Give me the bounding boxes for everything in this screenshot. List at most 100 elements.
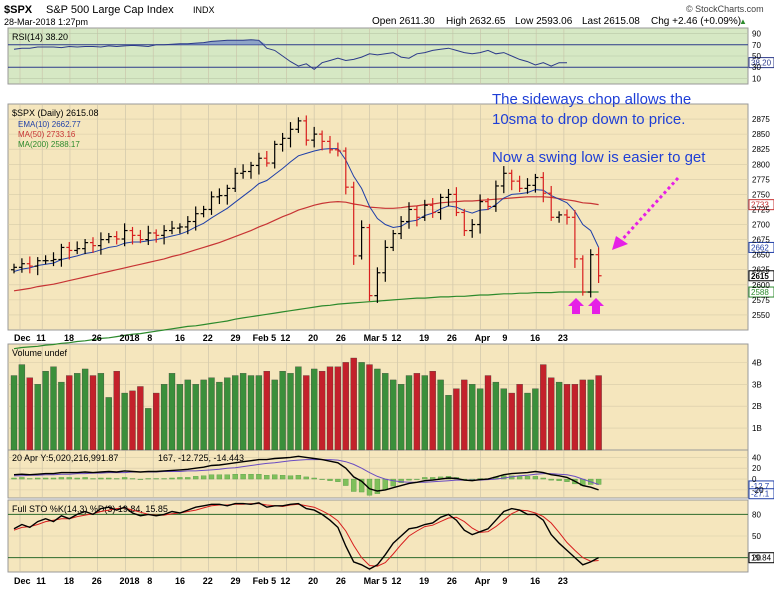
volume-bar [421, 375, 428, 451]
macd-tick-label: -20 [752, 486, 764, 495]
x-axis-label: 9 [502, 333, 507, 343]
volume-bar [105, 397, 112, 451]
macd-histogram-bar [327, 478, 333, 481]
price-title: $SPX (Daily) 2615.08 [12, 108, 99, 118]
x-axis-label: Apr [475, 576, 491, 586]
x-axis-label: 26 [336, 333, 346, 343]
volume-bar [555, 381, 563, 451]
macd-histogram-bar [216, 474, 223, 480]
macd-histogram-bar [311, 477, 317, 480]
volume-bar [160, 384, 168, 451]
x-axis-label: 29 [230, 576, 240, 586]
volume-bar [81, 368, 89, 451]
volume-bar [548, 377, 555, 451]
ma50-legend: MA(50) 2733.16 [18, 130, 76, 139]
price-tick-label: 2625 [752, 266, 770, 275]
volume-bar [437, 379, 444, 451]
volume-bar [263, 370, 270, 451]
volume-bar [595, 375, 602, 451]
price-tick-label: 2850 [752, 130, 770, 139]
macd-histogram-bar [153, 478, 159, 480]
volume-bar [255, 375, 263, 451]
price-side-box [748, 286, 774, 298]
brand-watermark: © StockCharts.com [686, 4, 764, 14]
x-axis-label: 20 [308, 576, 318, 586]
volume-tick-label: 3B [752, 380, 762, 389]
ma200-legend: MA(200) 2588.17 [18, 140, 80, 149]
price-tick-label: 2600 [752, 281, 770, 290]
macd-histogram-bar [200, 475, 207, 480]
x-axis-label: 8 [147, 333, 152, 343]
macd-histogram-bar [564, 478, 570, 482]
x-axis-label: 12 [391, 576, 401, 586]
volume-bar [358, 362, 365, 451]
volume-bar [97, 373, 105, 451]
macd-histogram-bar [177, 477, 183, 480]
volume-bar [540, 364, 547, 451]
volume-bar [461, 379, 468, 451]
stochastic-title: Full STO %K(14,3) %D(3) 19.84, 15.85 [12, 504, 168, 514]
ema10-line [13, 148, 600, 272]
macd-histogram-bar [516, 476, 523, 480]
x-axis-label: 2018 [119, 333, 139, 343]
macd-histogram-bar [351, 478, 357, 492]
volume-bar [516, 384, 523, 451]
volume-tick-label: 4B [752, 358, 762, 367]
x-axis-label: 16 [175, 333, 185, 343]
volume-bar [137, 386, 144, 451]
stochastic-tick-label: 50 [752, 532, 761, 541]
x-axis-label: Feb 5 [253, 576, 277, 586]
macd-histogram-bar [232, 474, 238, 480]
macd-histogram-bar [137, 478, 144, 480]
x-axis-label: 20 [308, 333, 318, 343]
last-value: Last 2615.08 [582, 16, 640, 27]
volume-bar [74, 373, 81, 451]
macd-histogram-bar [90, 478, 96, 480]
axis-labels: Dec Dec 11 11 18 18 26 26 2018 2018 8 8 16 16 22 22 29 29… [14, 30, 770, 586]
volume-bar [153, 392, 160, 451]
x-axis-label: 11 [36, 576, 46, 586]
stochastic-k-line [13, 502, 599, 570]
volume-bar [405, 375, 413, 451]
volume-bar [58, 381, 65, 451]
macd-histogram-bar [469, 478, 475, 480]
stochastic-side-label: 19.84 [751, 554, 772, 563]
volume-bar [279, 370, 286, 451]
open-value: Open 2611.30 [372, 16, 435, 27]
macd-histogram-bar [240, 474, 246, 480]
macd-histogram-bar [272, 474, 278, 480]
macd-signal-line [14, 459, 599, 485]
volume-bar [579, 379, 586, 451]
volume-bar [374, 368, 381, 451]
volume-bar [50, 366, 57, 451]
x-axis-label: 9 [502, 576, 507, 586]
dotted-arrow-head-icon [612, 236, 628, 250]
volume-bar [271, 379, 278, 451]
volume-bar [232, 375, 239, 451]
macd-histogram-bar [303, 476, 309, 480]
x-axis-label: Dec [14, 333, 31, 343]
x-axis-label: 8 [147, 576, 152, 586]
stochastic-series: 19.84 [13, 502, 774, 570]
macd-histogram-bar [524, 476, 531, 480]
x-axis-label: 26 [447, 333, 457, 343]
price-tick-label: 2750 [752, 190, 770, 199]
volume-bar [469, 384, 476, 451]
volume-bar [311, 368, 318, 451]
volume-bar [200, 379, 207, 451]
x-axis-label: 23 [558, 576, 568, 586]
macd-tick-label: 40 [752, 453, 761, 462]
volume-bar [571, 384, 579, 451]
macd-stats: 167, -12.725, -14.443 [158, 453, 244, 463]
macd-histogram-bar [548, 478, 554, 481]
price-tick-label: 2825 [752, 145, 770, 154]
macd-series: -12.7-27.1 [11, 455, 774, 500]
macd-histogram-bar [319, 478, 325, 480]
volume-bar [563, 384, 571, 451]
volume-bar [89, 375, 97, 451]
macd-histogram-bar [532, 476, 539, 480]
volume-bar [390, 379, 397, 451]
macd-histogram-bar [66, 477, 72, 480]
macd-histogram-bar [161, 478, 167, 480]
annotation-line-1: The sideways chop allows the [492, 91, 691, 108]
